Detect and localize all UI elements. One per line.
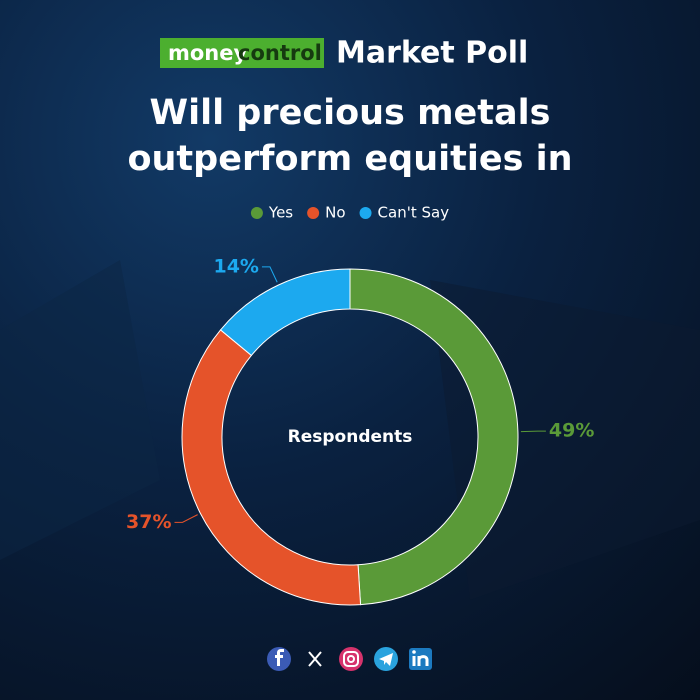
logo-control: control <box>238 41 322 65</box>
logo-money: money <box>168 41 248 65</box>
logo-box <box>160 38 324 68</box>
value-label: 49% <box>549 420 594 442</box>
title-box: Will precious metals outperform equities… <box>127 93 573 190</box>
facebook-glyph <box>275 649 284 666</box>
legend-swatch <box>307 207 320 219</box>
value-label: 14% <box>213 255 258 277</box>
instagram-lens <box>347 655 355 663</box>
donut-segment <box>219 268 351 357</box>
legend-label: No <box>325 204 345 222</box>
leader-line <box>261 266 278 283</box>
bg-shape <box>0 260 160 560</box>
legend-swatch <box>250 207 263 219</box>
legend-label: Yes <box>268 204 293 222</box>
instagram-glyph <box>343 651 359 667</box>
center-label: Respondents <box>288 427 413 447</box>
value-label: 37% <box>126 511 171 533</box>
x-icon <box>308 651 322 667</box>
donut-segment <box>349 268 519 606</box>
social-icons <box>267 647 432 671</box>
leader-line <box>174 514 198 523</box>
linkedin-dot <box>412 650 416 654</box>
leader-line <box>520 430 546 433</box>
instagram-icon <box>339 647 363 671</box>
legend-swatch <box>359 207 372 219</box>
linkedin-glyph <box>412 655 429 666</box>
header: Market Poll <box>336 36 528 71</box>
chart-title: Will precious metals outperform equities… <box>127 93 573 190</box>
donut-segment <box>181 329 362 606</box>
telegram-glyph <box>379 653 393 666</box>
legend-label: Can't Say <box>378 204 450 222</box>
